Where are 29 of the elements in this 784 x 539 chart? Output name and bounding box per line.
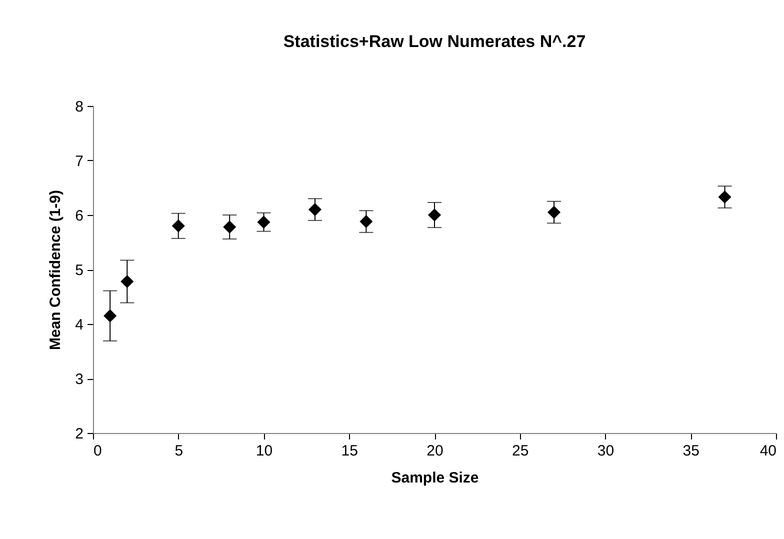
x-tick-label: 35 [682, 442, 700, 460]
point [428, 208, 442, 222]
point [104, 309, 117, 322]
x-axis-title: Sample Size [391, 470, 479, 486]
y-tick-label: 7 [75, 153, 84, 170]
x-tick-label: 5 [174, 442, 184, 460]
chart-title: Statistics+Raw Low Numerates N^.27 [283, 32, 586, 51]
x-tick-label: 10 [256, 442, 273, 460]
point [548, 206, 561, 219]
x-tick-label: 20 [426, 442, 444, 460]
x-tick-label: 15 [341, 442, 358, 460]
point [718, 190, 732, 204]
point [360, 215, 373, 228]
y-tick-label: 4 [75, 316, 84, 334]
point [172, 219, 185, 232]
point [257, 216, 270, 229]
y-tick-label: 5 [75, 262, 84, 279]
y-tick-label: 6 [75, 208, 84, 224]
x-tick-label: 30 [597, 442, 614, 460]
point [308, 203, 322, 216]
x-tick-label: 0 [94, 442, 102, 460]
x-tick-label: 25 [512, 442, 529, 460]
point [223, 220, 236, 234]
y-axis-title: Mean Confidence (1-9) [47, 190, 64, 350]
y-tick-label: 8 [75, 98, 84, 116]
point [120, 274, 134, 288]
x-tick-label: 40 [760, 442, 776, 460]
y-tick-label: 3 [75, 371, 84, 388]
y-tick-label: 2 [75, 426, 84, 442]
